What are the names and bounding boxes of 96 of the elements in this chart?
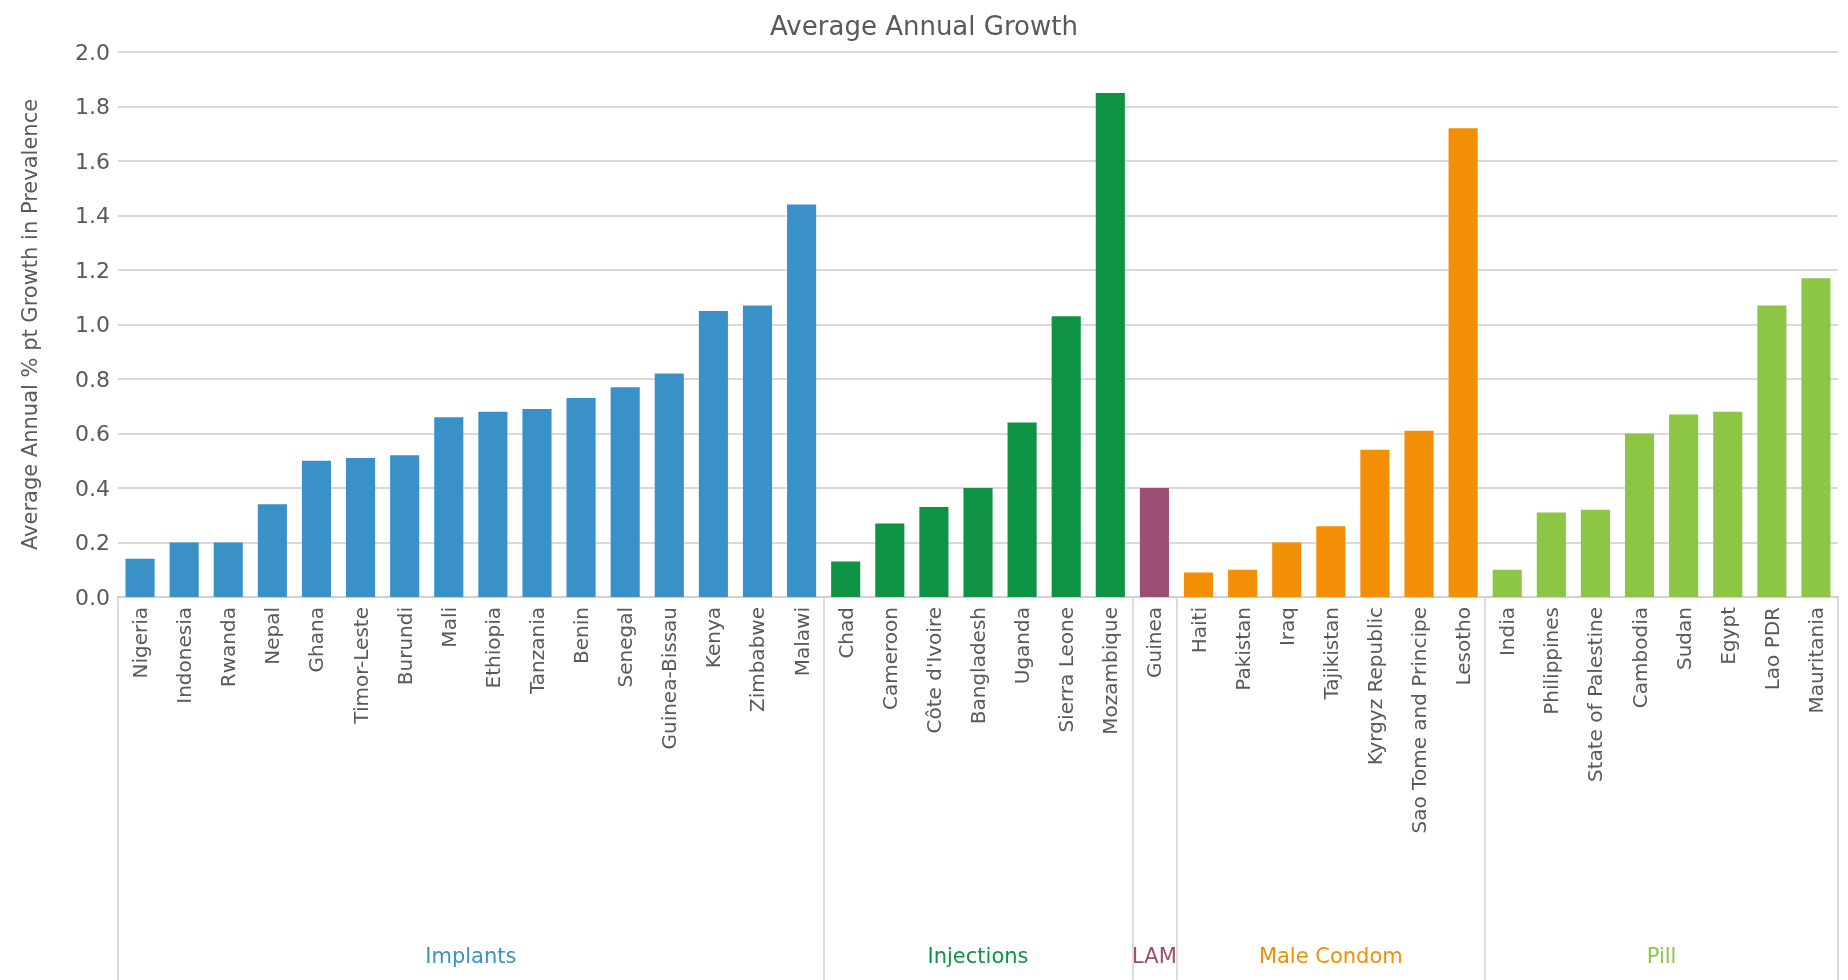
x-tick-label: Lesotho <box>1451 607 1476 686</box>
y-tick-label: 2.0 <box>75 39 110 65</box>
x-tick-label: Haiti <box>1186 607 1211 654</box>
bar <box>1492 569 1522 597</box>
bar <box>478 411 508 597</box>
x-tick-label: Nigeria <box>128 607 153 679</box>
x-tick-label: Pakistan <box>1230 607 1255 691</box>
y-tick-label: 0.8 <box>75 366 110 392</box>
x-tick-label: Mali <box>436 607 461 648</box>
bar <box>213 542 243 597</box>
x-tick-label: India <box>1495 607 1520 657</box>
bar <box>1536 512 1566 597</box>
bar <box>566 398 596 597</box>
bar <box>257 504 287 597</box>
bar <box>1360 449 1390 597</box>
bar <box>1580 509 1610 597</box>
y-tick-label: 1.6 <box>75 148 110 174</box>
x-tick-label: Sao Tome and Principe <box>1407 607 1432 834</box>
bar <box>875 523 905 597</box>
bar <box>919 507 949 597</box>
y-tick-label: 1.0 <box>75 312 110 337</box>
y-tick-label: 0.6 <box>75 421 110 446</box>
bar <box>654 373 684 597</box>
bar <box>1404 430 1434 597</box>
x-tick-label: Ghana <box>304 607 329 673</box>
bar <box>831 561 861 597</box>
bar <box>1095 92 1125 597</box>
x-tick-label: Rwanda <box>216 607 241 688</box>
x-tick-label: State of Palestine <box>1583 607 1608 783</box>
x-tick-label: Chad <box>833 607 858 659</box>
x-tick-label: Mauritania <box>1803 607 1828 714</box>
bar <box>1139 488 1169 597</box>
x-tick-label: Kyrgyz Republic <box>1362 607 1387 766</box>
bar <box>1713 411 1743 597</box>
bar <box>1624 433 1655 597</box>
bar <box>1448 128 1478 597</box>
x-tick-label: Malawi <box>789 607 814 677</box>
y-axis-title: Average Annual % pt Growth in Prevalence <box>17 98 42 551</box>
text: Implants <box>425 943 517 968</box>
x-tick-label: Tajikistan <box>1318 607 1343 701</box>
x-tick-label: Senegal <box>613 607 638 688</box>
x-tick-label: Kenya <box>701 607 726 669</box>
y-tick-label: 1.2 <box>75 257 110 283</box>
x-tick-label: Lao PDR <box>1759 606 1784 691</box>
bar <box>1757 305 1787 597</box>
bar <box>1007 422 1037 597</box>
text: LAM <box>1132 943 1177 968</box>
bar <box>390 455 420 597</box>
bar <box>125 558 155 597</box>
bar <box>522 408 552 597</box>
text: Injections <box>927 943 1029 968</box>
x-tick-label: Indonesia <box>172 607 197 704</box>
bar <box>1801 278 1831 597</box>
bar <box>1051 316 1081 597</box>
x-tick-label: Burundi <box>392 607 417 686</box>
x-tick-label: Cameroon <box>877 607 902 710</box>
x-tick-label: Iraq <box>1274 607 1299 647</box>
x-tick-label: Benin <box>569 607 594 664</box>
x-tick-label: Guinea-Bissau <box>657 607 682 750</box>
bar <box>1183 572 1214 597</box>
bar <box>301 460 332 597</box>
bar <box>742 305 773 597</box>
y-tick-label: 1.8 <box>75 94 110 119</box>
y-tick-label: 0.4 <box>75 475 110 501</box>
bar <box>1316 526 1346 597</box>
bar <box>963 488 993 597</box>
y-tick-label: 1.4 <box>75 203 110 228</box>
bar <box>1272 542 1302 597</box>
bar <box>787 204 817 597</box>
x-tick-label: Cambodia <box>1627 607 1652 709</box>
x-tick-label: Zimbabwe <box>745 607 770 713</box>
bar <box>169 542 199 597</box>
bar <box>346 458 376 597</box>
y-tick-label: 0.0 <box>75 584 110 610</box>
bar <box>698 310 728 597</box>
x-tick-label: Sierra Leone <box>1054 607 1079 733</box>
x-tick-label: Philippines <box>1539 607 1564 715</box>
x-tick-label: Bangladesh <box>966 607 990 725</box>
x-tick-label: Guinea <box>1142 607 1167 678</box>
chart-title: Average Annual Growth <box>770 11 1078 41</box>
x-tick-label: Ethiopia <box>480 607 505 689</box>
bar <box>434 417 464 597</box>
y-tick-label: 0.2 <box>75 530 110 555</box>
x-tick-label: Uganda <box>1010 607 1035 685</box>
bar <box>1228 569 1258 597</box>
x-tick-label: Mozambique <box>1098 607 1123 735</box>
text: Male Condom <box>1258 943 1403 968</box>
x-tick-label: Timor-Leste <box>348 607 373 725</box>
bar <box>610 387 640 597</box>
bar <box>1669 414 1699 597</box>
x-tick-label: Sudan <box>1671 607 1696 670</box>
x-tick-label: Egypt <box>1715 606 1740 665</box>
x-tick-label: Côte d'Ivoire <box>921 607 946 734</box>
x-tick-label: Nepal <box>260 607 285 665</box>
text: Pill <box>1646 943 1677 968</box>
x-tick-label: Tanzania <box>524 607 549 696</box>
